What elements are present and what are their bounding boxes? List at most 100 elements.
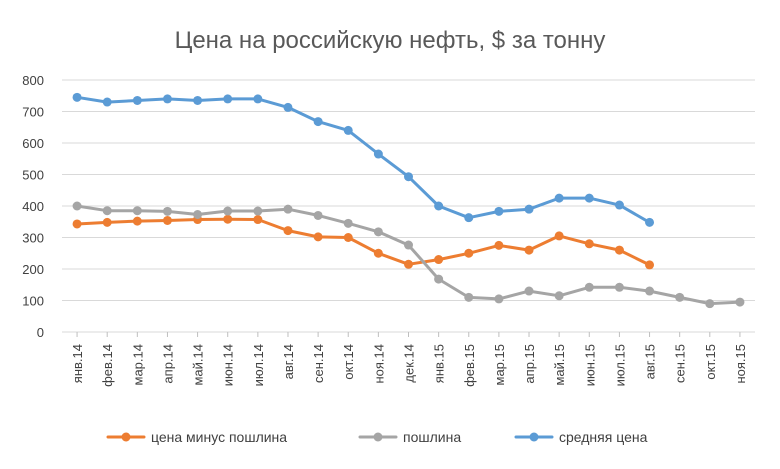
data-point xyxy=(614,282,624,292)
x-tick-label: сен.14 xyxy=(311,344,326,383)
x-axis: янв.14 фев.14 мар.14 апр.14 май.14 июн.14 июл.… xyxy=(70,332,748,387)
legend-label: средняя цена xyxy=(559,429,648,445)
x-tick-label: июн.14 xyxy=(221,344,236,386)
data-point xyxy=(464,213,474,223)
data-point xyxy=(283,204,293,214)
data-point xyxy=(253,215,263,225)
x-tick-label: апр.15 xyxy=(522,344,537,384)
x-tick-label: янв.15 xyxy=(432,344,447,383)
data-point xyxy=(434,274,444,284)
data-point xyxy=(193,95,203,105)
data-point xyxy=(494,294,504,304)
legend-swatch-marker xyxy=(529,432,539,442)
data-point xyxy=(132,206,142,216)
data-point xyxy=(494,206,504,216)
data-point xyxy=(524,204,534,214)
x-tick-label: июл.14 xyxy=(251,344,266,386)
y-axis: 0 100 200 300 400 500 600 700 800 xyxy=(22,73,44,340)
data-point xyxy=(404,240,413,250)
series-0 xyxy=(72,214,655,270)
data-point xyxy=(434,255,444,265)
data-point xyxy=(283,102,293,112)
data-point xyxy=(645,286,655,296)
data-point xyxy=(132,216,142,226)
data-point xyxy=(584,193,594,203)
y-tick-label: 300 xyxy=(22,231,44,246)
y-tick-label: 700 xyxy=(22,105,44,120)
chart-title: Цена на российскую нефть, $ за тонну xyxy=(175,27,606,54)
data-point xyxy=(253,94,263,104)
data-point xyxy=(343,233,353,242)
data-point xyxy=(283,226,293,236)
data-point xyxy=(223,94,233,104)
data-point xyxy=(343,218,353,228)
data-point xyxy=(614,245,624,255)
x-tick-label: сен.15 xyxy=(673,344,688,383)
series-1 xyxy=(72,201,745,309)
data-point xyxy=(645,260,655,270)
data-point xyxy=(404,172,413,182)
data-point xyxy=(464,248,474,258)
data-point xyxy=(434,201,444,211)
data-point xyxy=(223,206,233,216)
data-point xyxy=(313,232,323,242)
data-point xyxy=(193,210,203,220)
data-point xyxy=(132,95,142,105)
x-tick-label: авг.15 xyxy=(643,344,658,379)
x-tick-label: мар.14 xyxy=(130,344,145,385)
y-tick-label: 0 xyxy=(37,325,44,340)
data-point xyxy=(584,239,594,249)
data-point xyxy=(675,292,685,302)
data-point xyxy=(494,240,504,250)
series xyxy=(72,92,745,309)
legend-label: пошлина xyxy=(403,429,461,445)
y-tick-label: 100 xyxy=(22,294,44,309)
data-point xyxy=(554,231,564,241)
data-point xyxy=(404,259,413,269)
data-point xyxy=(735,297,745,307)
x-tick-label: фев.15 xyxy=(462,344,477,387)
legend-item: пошлина xyxy=(358,429,461,445)
data-point xyxy=(223,214,233,224)
data-point xyxy=(102,217,112,227)
data-point xyxy=(645,217,655,227)
x-tick-label: июл.15 xyxy=(612,344,627,386)
data-point xyxy=(614,200,624,210)
x-tick-label: окт.14 xyxy=(341,344,356,380)
data-point xyxy=(554,291,564,301)
x-tick-label: май.15 xyxy=(552,344,567,386)
x-tick-label: ноя.15 xyxy=(733,344,748,384)
data-point xyxy=(313,117,323,127)
y-tick-label: 500 xyxy=(22,168,44,183)
data-point xyxy=(584,282,594,292)
series-line xyxy=(75,95,651,224)
series-2 xyxy=(72,92,655,227)
legend-swatch-marker xyxy=(373,432,383,442)
data-point xyxy=(373,149,383,159)
data-point xyxy=(705,299,715,309)
x-tick-label: окт.15 xyxy=(703,344,718,380)
data-point xyxy=(373,227,383,237)
legend: цена минус пошлина пошлина средняя цена xyxy=(106,429,648,445)
y-tick-label: 600 xyxy=(22,136,44,151)
y-tick-label: 200 xyxy=(22,262,44,277)
series-line xyxy=(75,217,651,267)
data-point xyxy=(72,219,82,229)
data-point xyxy=(313,210,323,220)
x-tick-label: май.14 xyxy=(191,344,206,386)
legend-item: цена минус пошлина xyxy=(106,429,287,445)
data-point xyxy=(72,201,82,211)
data-point xyxy=(524,286,534,296)
data-point xyxy=(253,206,263,216)
x-tick-label: ноя.14 xyxy=(371,344,386,384)
x-tick-label: фев.14 xyxy=(100,344,115,387)
data-point xyxy=(524,245,534,255)
legend-swatch-marker xyxy=(121,432,131,442)
data-point xyxy=(373,248,383,258)
data-point xyxy=(343,125,353,135)
y-tick-label: 800 xyxy=(22,73,44,88)
x-tick-label: мар.15 xyxy=(492,344,507,385)
x-tick-label: авг.14 xyxy=(281,344,296,379)
y-tick-label: 400 xyxy=(22,199,44,214)
